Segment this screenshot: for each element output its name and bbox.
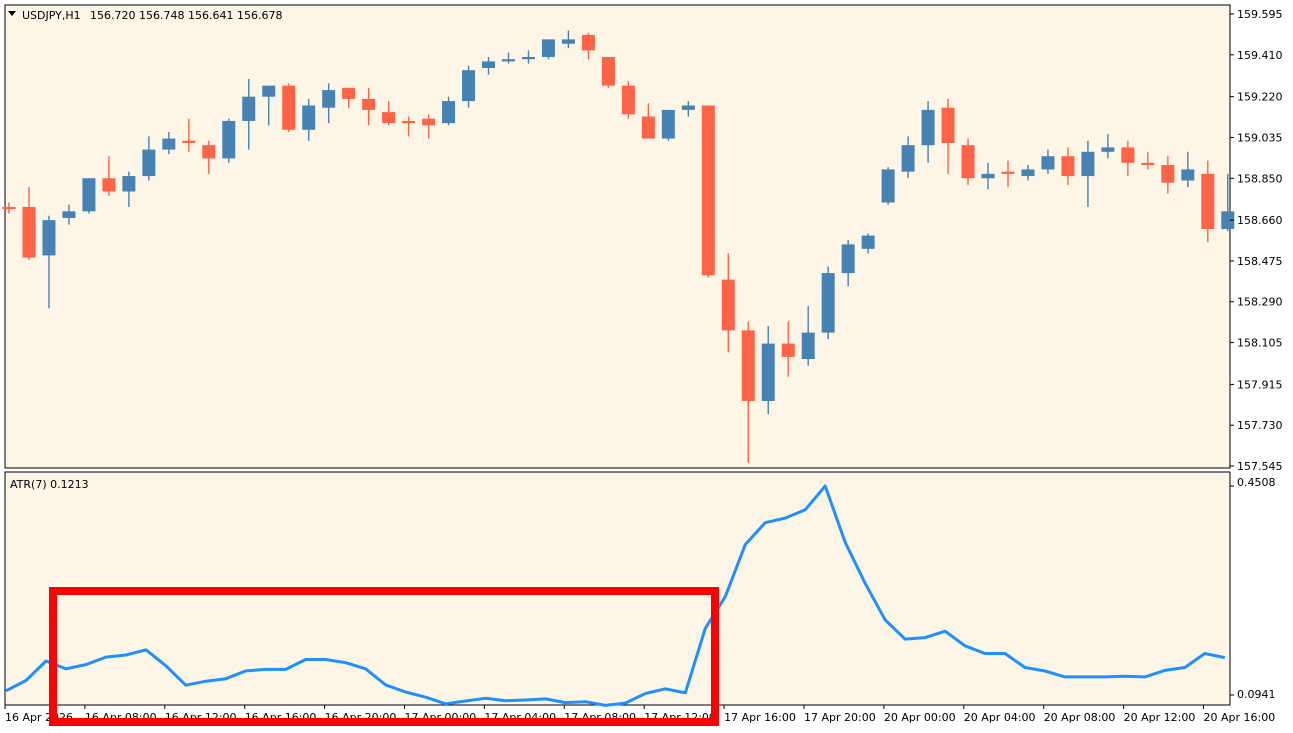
candle-body [921,109,935,146]
atr-axis [1230,485,1234,696]
price-tick-label: 159.410 [1237,49,1283,62]
price-axis: 159.595 159.410 159.220 159.035 158.850 158.6… [1230,8,1283,473]
candle-body [701,105,715,276]
candle-body [621,85,635,115]
candle-body [981,173,995,179]
price-tick-label: 158.660 [1237,214,1283,227]
time-tick-label: 20 Apr 04:00 [964,711,1036,724]
time-tick-label: 20 Apr 08:00 [1044,711,1116,724]
price-tick-label: 157.915 [1237,378,1283,391]
candle-body [901,145,915,172]
candle-body [861,235,875,249]
price-tick-label: 159.035 [1237,131,1283,144]
candle-body [581,34,595,51]
candle-body [741,330,755,401]
price-tick-label: 158.475 [1237,255,1283,268]
candle-body [242,96,256,121]
candle-body [102,178,116,192]
candle-body [1001,171,1015,174]
highlight-rectangle[interactable] [49,587,719,726]
candle-body [661,109,675,139]
price-tick-label: 158.105 [1237,337,1283,350]
candle-body [1161,165,1175,183]
candle-body [961,145,975,179]
candle-body [2,206,16,210]
candle-body [1041,156,1055,170]
candle-body [422,118,436,126]
time-tick-label: 17 Apr 16:00 [724,711,796,724]
candle-body [721,279,735,331]
chart-symbol-label: USDJPY,H1 [22,9,81,22]
time-tick-label: 20 Apr 00:00 [884,711,956,724]
atr-scale-min: 0.0941 [1237,688,1276,701]
candle-body [122,176,136,192]
time-tick-label: 17 Apr 20:00 [804,711,876,724]
candle-body [681,105,695,110]
time-tick-label: 20 Apr 16:00 [1204,711,1276,724]
candle-body [1121,147,1135,163]
candle-body [541,39,555,57]
ohlc-readout: 156.720 156.748 156.641 156.678 [90,9,282,22]
candle-body [262,85,276,97]
candle-body [1101,147,1115,152]
atr-indicator-label: ATR(7) 0.1213 [10,478,89,491]
price-tick-label: 158.290 [1237,296,1283,309]
candle-body [482,61,496,69]
candle-body [1061,156,1075,177]
candle-body [1221,211,1235,229]
candle-body [182,140,196,143]
price-tick-label: 159.595 [1237,8,1283,21]
candle-body [1141,162,1155,166]
candle-body [761,343,775,401]
chart-menu-triangle-icon[interactable] [8,11,16,16]
candle-body [322,90,336,108]
candle-body [1181,169,1195,181]
candle-body [222,120,236,159]
atr-scale-max: 0.4508 [1237,476,1276,489]
candle-body [442,101,456,124]
candles-group [2,30,1235,463]
candle-body [1021,169,1035,177]
candle-body [881,169,895,203]
candle-body [801,332,815,360]
candle-body [82,178,96,212]
candle-body [62,211,76,218]
candle-body [521,56,535,60]
candle-body [402,120,416,124]
candle-body [821,273,835,333]
candle-body [22,206,36,258]
candle-body [362,98,376,110]
candle-body [142,149,156,177]
candle-body [561,39,575,44]
candle-body [42,220,56,256]
candle-body [781,343,795,357]
price-pane[interactable] [4,4,1231,469]
candle-body [162,138,176,150]
candle-body [302,105,316,130]
candle-body [502,59,515,62]
candle-body [382,112,396,124]
candle-body [1081,151,1095,177]
candle-body [641,116,655,139]
price-tick-label: 157.730 [1237,419,1283,432]
price-tick-label: 159.220 [1237,91,1283,104]
candle-body [941,107,955,143]
candle-body [282,85,296,130]
candle-body [462,70,476,102]
atr-line [5,484,1226,707]
candle-body [202,145,216,159]
candle-body [601,56,615,86]
time-tick-label: 20 Apr 12:00 [1124,711,1196,724]
candle-body [342,87,356,99]
candle-body [1201,173,1215,229]
candle-body [841,244,855,274]
price-tick-label: 157.545 [1237,460,1283,473]
price-tick-label: 158.850 [1237,172,1283,185]
